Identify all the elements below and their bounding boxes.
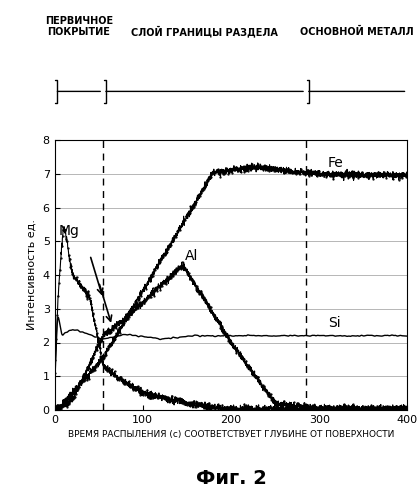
Text: Фиг. 2: Фиг. 2: [196, 470, 266, 488]
Text: СЛОЙ ГРАНИЦЫ РАЗДЕЛА: СЛОЙ ГРАНИЦЫ РАЗДЕЛА: [131, 26, 278, 38]
Text: Mg: Mg: [59, 224, 80, 237]
Y-axis label: Интенсивность ед.: Интенсивность ед.: [27, 220, 37, 330]
Text: Si: Si: [328, 316, 341, 330]
Text: ОСНОВНОЙ МЕТАЛЛ: ОСНОВНОЙ МЕТАЛЛ: [300, 28, 414, 38]
X-axis label: ВРЕМЯ РАСПЫЛЕНИЯ (с) СООТВЕТСТВУЕТ ГЛУБИНЕ ОТ ПОВЕРХНОСТИ: ВРЕМЯ РАСПЫЛЕНИЯ (с) СООТВЕТСТВУЕТ ГЛУБИ…: [68, 430, 394, 440]
Text: ПЕРВИЧНОЕ
ПОКРЫТИЕ: ПЕРВИЧНОЕ ПОКРЫТИЕ: [45, 16, 113, 38]
Text: Fe: Fe: [328, 156, 344, 170]
Text: Al: Al: [185, 249, 199, 263]
